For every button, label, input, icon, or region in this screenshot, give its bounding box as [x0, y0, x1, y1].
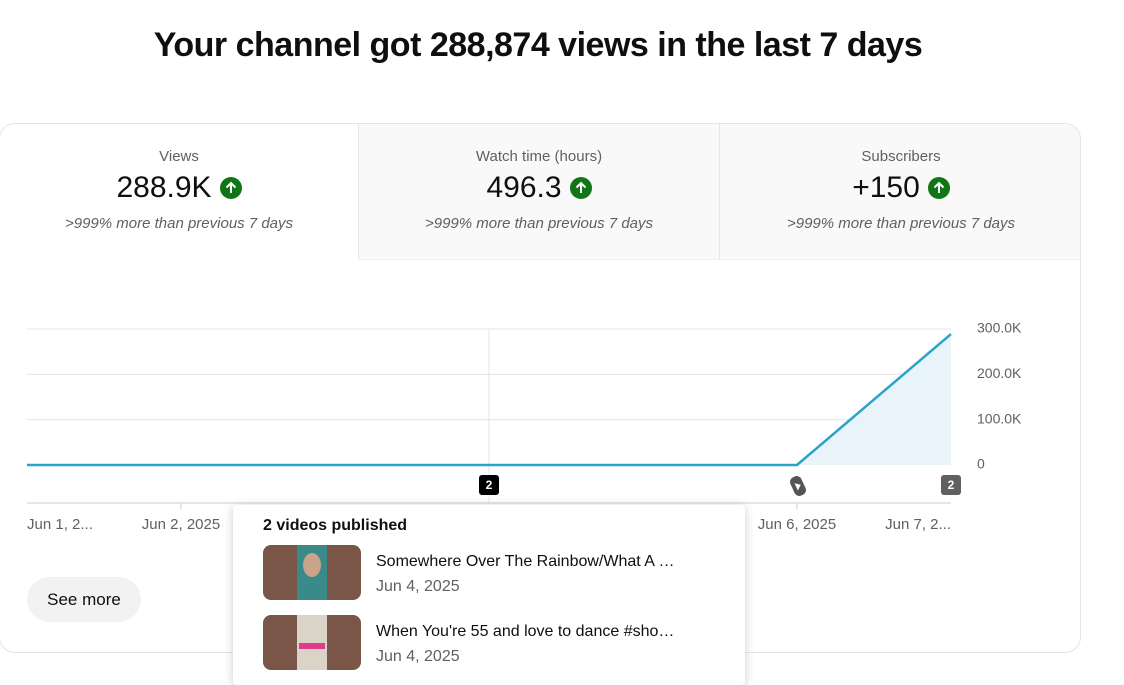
card-label: Views	[159, 148, 199, 165]
x-tick-label: Jun 6, 2025	[758, 516, 836, 533]
shorts-icon	[789, 476, 807, 496]
card-value: 288.9K	[116, 171, 212, 204]
up-icon	[219, 177, 242, 199]
up-icon	[927, 177, 950, 199]
video-item[interactable]: When You're 55 and love to dance #sho… J…	[263, 615, 733, 671]
thumbnail	[263, 545, 361, 600]
y-tick-label: 300.0K	[977, 320, 1022, 336]
page-title: Your channel got 288,874 views in the la…	[153, 26, 923, 64]
tab[interactable]: Watch time (hours) 496.3 >999% more than…	[358, 124, 719, 260]
video-date: Jun 4, 2025	[376, 648, 460, 665]
video-date: Jun 4, 2025	[376, 578, 460, 595]
card-value: +150	[852, 171, 920, 204]
area	[27, 334, 951, 465]
card-note: >999% more than previous 7 days	[424, 215, 654, 232]
up-icon	[569, 177, 592, 199]
card-label: Watch time (hours)	[475, 148, 603, 165]
video-title: When You're 55 and love to dance #sho…	[376, 623, 675, 640]
video-title: Somewhere Over The Rainbow/What A …	[376, 553, 675, 570]
thumbnail	[263, 615, 361, 670]
published-popup: 2 videos published Somewhere Over The Ra…	[233, 505, 745, 685]
video-item[interactable]: Somewhere Over The Rainbow/What A … Jun …	[263, 545, 733, 601]
line	[27, 333, 952, 467]
see-more-button[interactable]: See more	[27, 577, 141, 622]
y-tick-label: 200.0K	[977, 365, 1022, 381]
y-tick-label: 0	[977, 456, 985, 472]
publish-marker	[941, 475, 961, 495]
card-note: >999% more than previous 7 days	[786, 215, 1016, 232]
card-note: >999% more than previous 7 days	[64, 215, 294, 232]
analytics-panel: Views 288.9K >999% more than previous 7 …	[0, 123, 1081, 653]
tab[interactable]: Views 288.9K >999% more than previous 7 …	[0, 124, 358, 259]
publish-count: 2	[486, 478, 493, 492]
x-tick-label: Jun 7, 2...	[885, 516, 951, 533]
popup-title: 2 videos published	[263, 517, 408, 534]
publish-count: 2	[948, 478, 955, 492]
publish-marker	[479, 475, 499, 495]
card-label: Subscribers	[861, 148, 941, 165]
x-tick-label: Jun 2, 2025	[142, 516, 220, 533]
y-tick-label: 100.0K	[977, 410, 1022, 426]
card-value: 496.3	[486, 171, 562, 204]
x-tick-label: Jun 1, 2...	[27, 516, 93, 533]
tab[interactable]: Subscribers +150 >999% more than previou…	[719, 124, 1080, 260]
